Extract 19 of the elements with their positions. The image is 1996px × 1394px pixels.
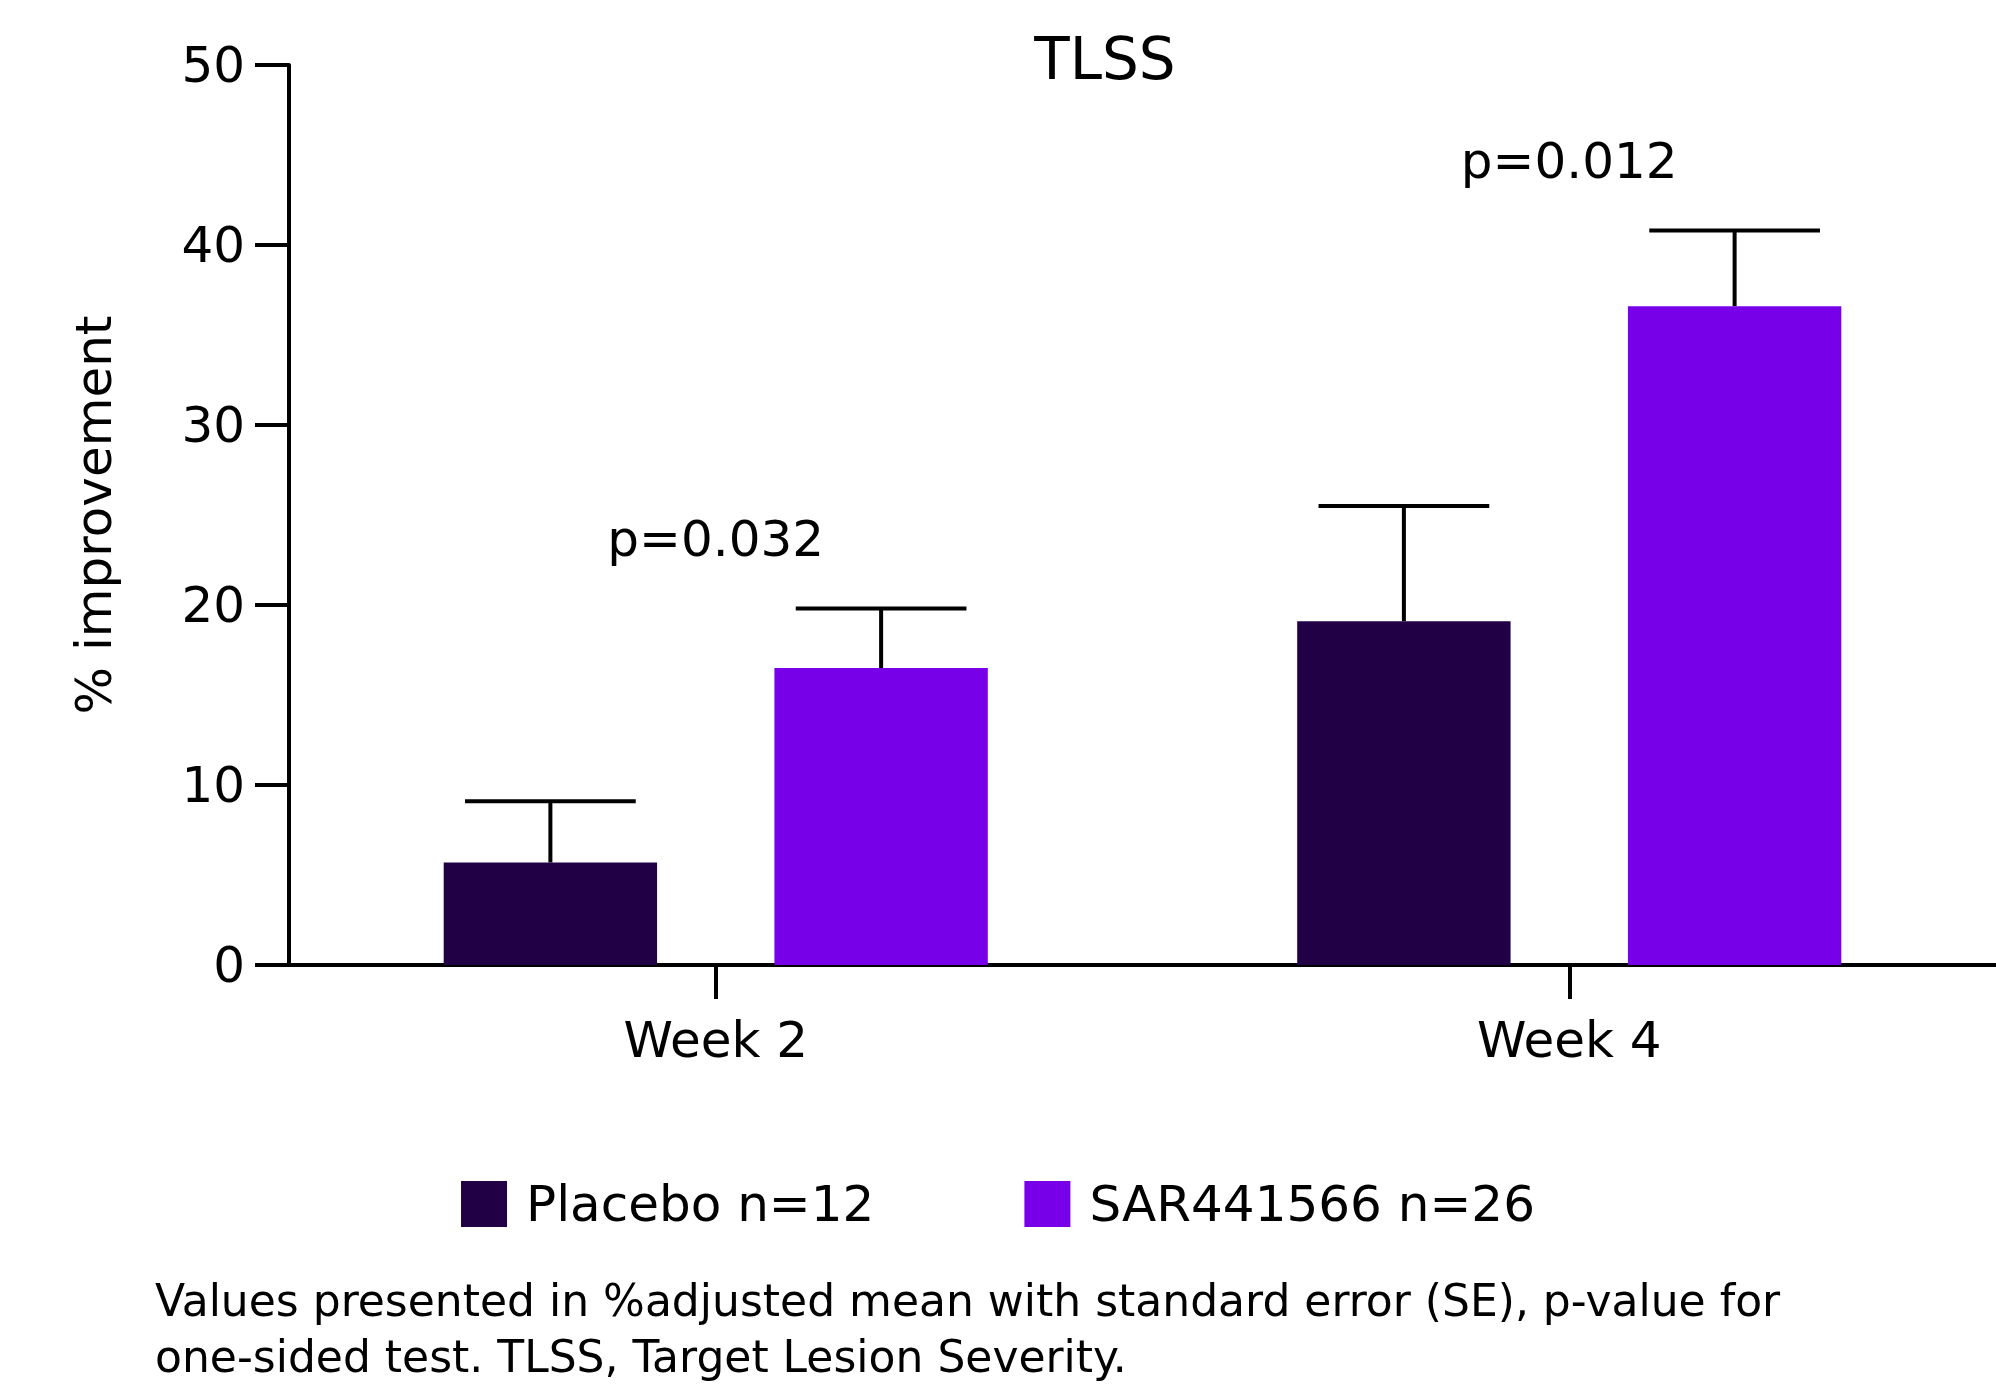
bar bbox=[774, 668, 988, 965]
legend-label: SAR441566 n=26 bbox=[1089, 1175, 1535, 1233]
legend-label: Placebo n=12 bbox=[526, 1175, 875, 1233]
x-tick-label: Week 2 bbox=[623, 1011, 809, 1069]
chart-title: TLSS bbox=[1033, 25, 1176, 93]
bar bbox=[443, 862, 658, 965]
annotation: p=0.012 bbox=[1460, 131, 1678, 190]
x-tick-label: Week 4 bbox=[1476, 1011, 1662, 1069]
bar bbox=[1627, 306, 1842, 965]
y-tick-label: 20 bbox=[181, 576, 245, 634]
y-tick-label: 40 bbox=[181, 216, 245, 274]
bar bbox=[1297, 621, 1511, 965]
text: Values presented in %adjusted mean with standard error (SE), p-value for one-sided test. TLSS, Target Lesion Severity. bbox=[155, 1274, 1795, 1382]
y-axis-title: % improvement bbox=[65, 315, 123, 715]
y-tick-label: 50 bbox=[181, 36, 245, 94]
y-tick-label: 30 bbox=[181, 396, 245, 454]
y-tick-label: 10 bbox=[181, 756, 245, 814]
annotation: p=0.032 bbox=[607, 509, 825, 568]
y-tick-label: 0 bbox=[213, 936, 245, 994]
